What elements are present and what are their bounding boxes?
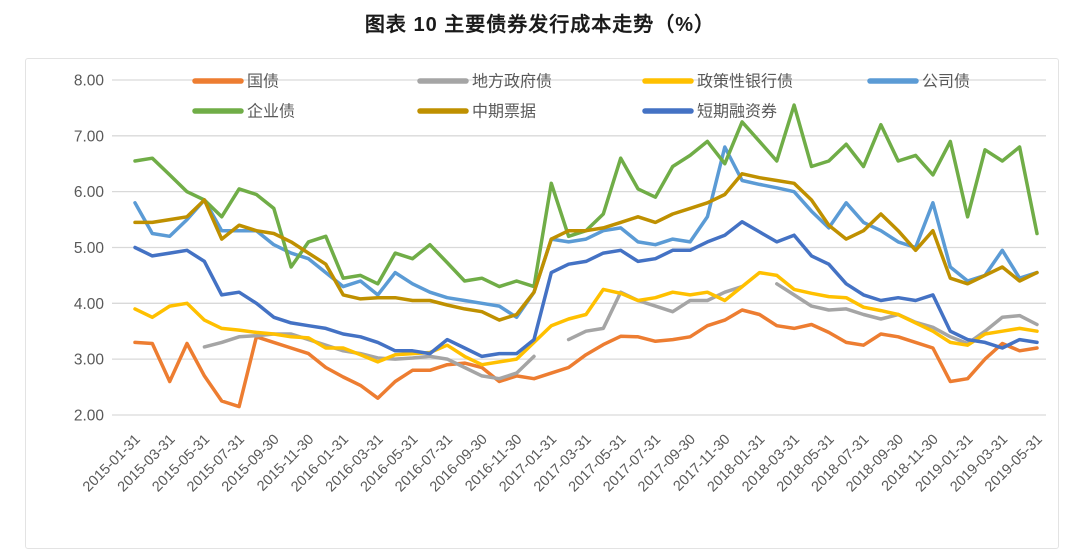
series-line-2-政策性银行债 [133, 270, 1039, 367]
legend-label: 公司债 [922, 73, 970, 91]
legend-item: 企业债 [192, 103, 295, 121]
legend-item: 地方政府债 [417, 73, 552, 91]
legend-item: 公司债 [867, 73, 970, 91]
legend-item: 中期票据 [417, 103, 536, 121]
y-axis-tick-label: 3.00 [74, 352, 105, 369]
series-line-1-地方政府债 [202, 332, 536, 381]
y-axis-tick-label: 7.00 [74, 128, 105, 145]
chart-title: 图表 10 主要债券发行成本走势（%） [364, 14, 716, 36]
series-line-6-短期融资券 [133, 220, 1039, 359]
legend-label: 国债 [247, 73, 279, 91]
series-line-4-企业债 [133, 103, 1039, 289]
legend-label: 中期票据 [472, 103, 536, 121]
legend-label: 短期融资券 [697, 103, 777, 121]
y-axis-tick-label: 8.00 [74, 73, 105, 90]
y-axis-tick-label: 2.00 [74, 407, 105, 424]
legend-label: 地方政府债 [472, 73, 552, 91]
legend-label: 政策性银行债 [697, 73, 793, 91]
y-axis-tick-label: 5.00 [74, 240, 105, 257]
series-line-1-地方政府债 [566, 284, 744, 342]
series-line-5-中期票据 [133, 172, 1039, 322]
legend-item: 政策性银行债 [642, 73, 793, 91]
y-axis-tick-label: 4.00 [74, 296, 105, 313]
legend-label: 企业债 [247, 103, 295, 121]
legend-item: 短期融资券 [642, 103, 777, 121]
y-axis-tick-label: 6.00 [74, 184, 105, 201]
series-line-0-国债 [133, 308, 1039, 409]
legend-item: 国债 [192, 73, 279, 91]
